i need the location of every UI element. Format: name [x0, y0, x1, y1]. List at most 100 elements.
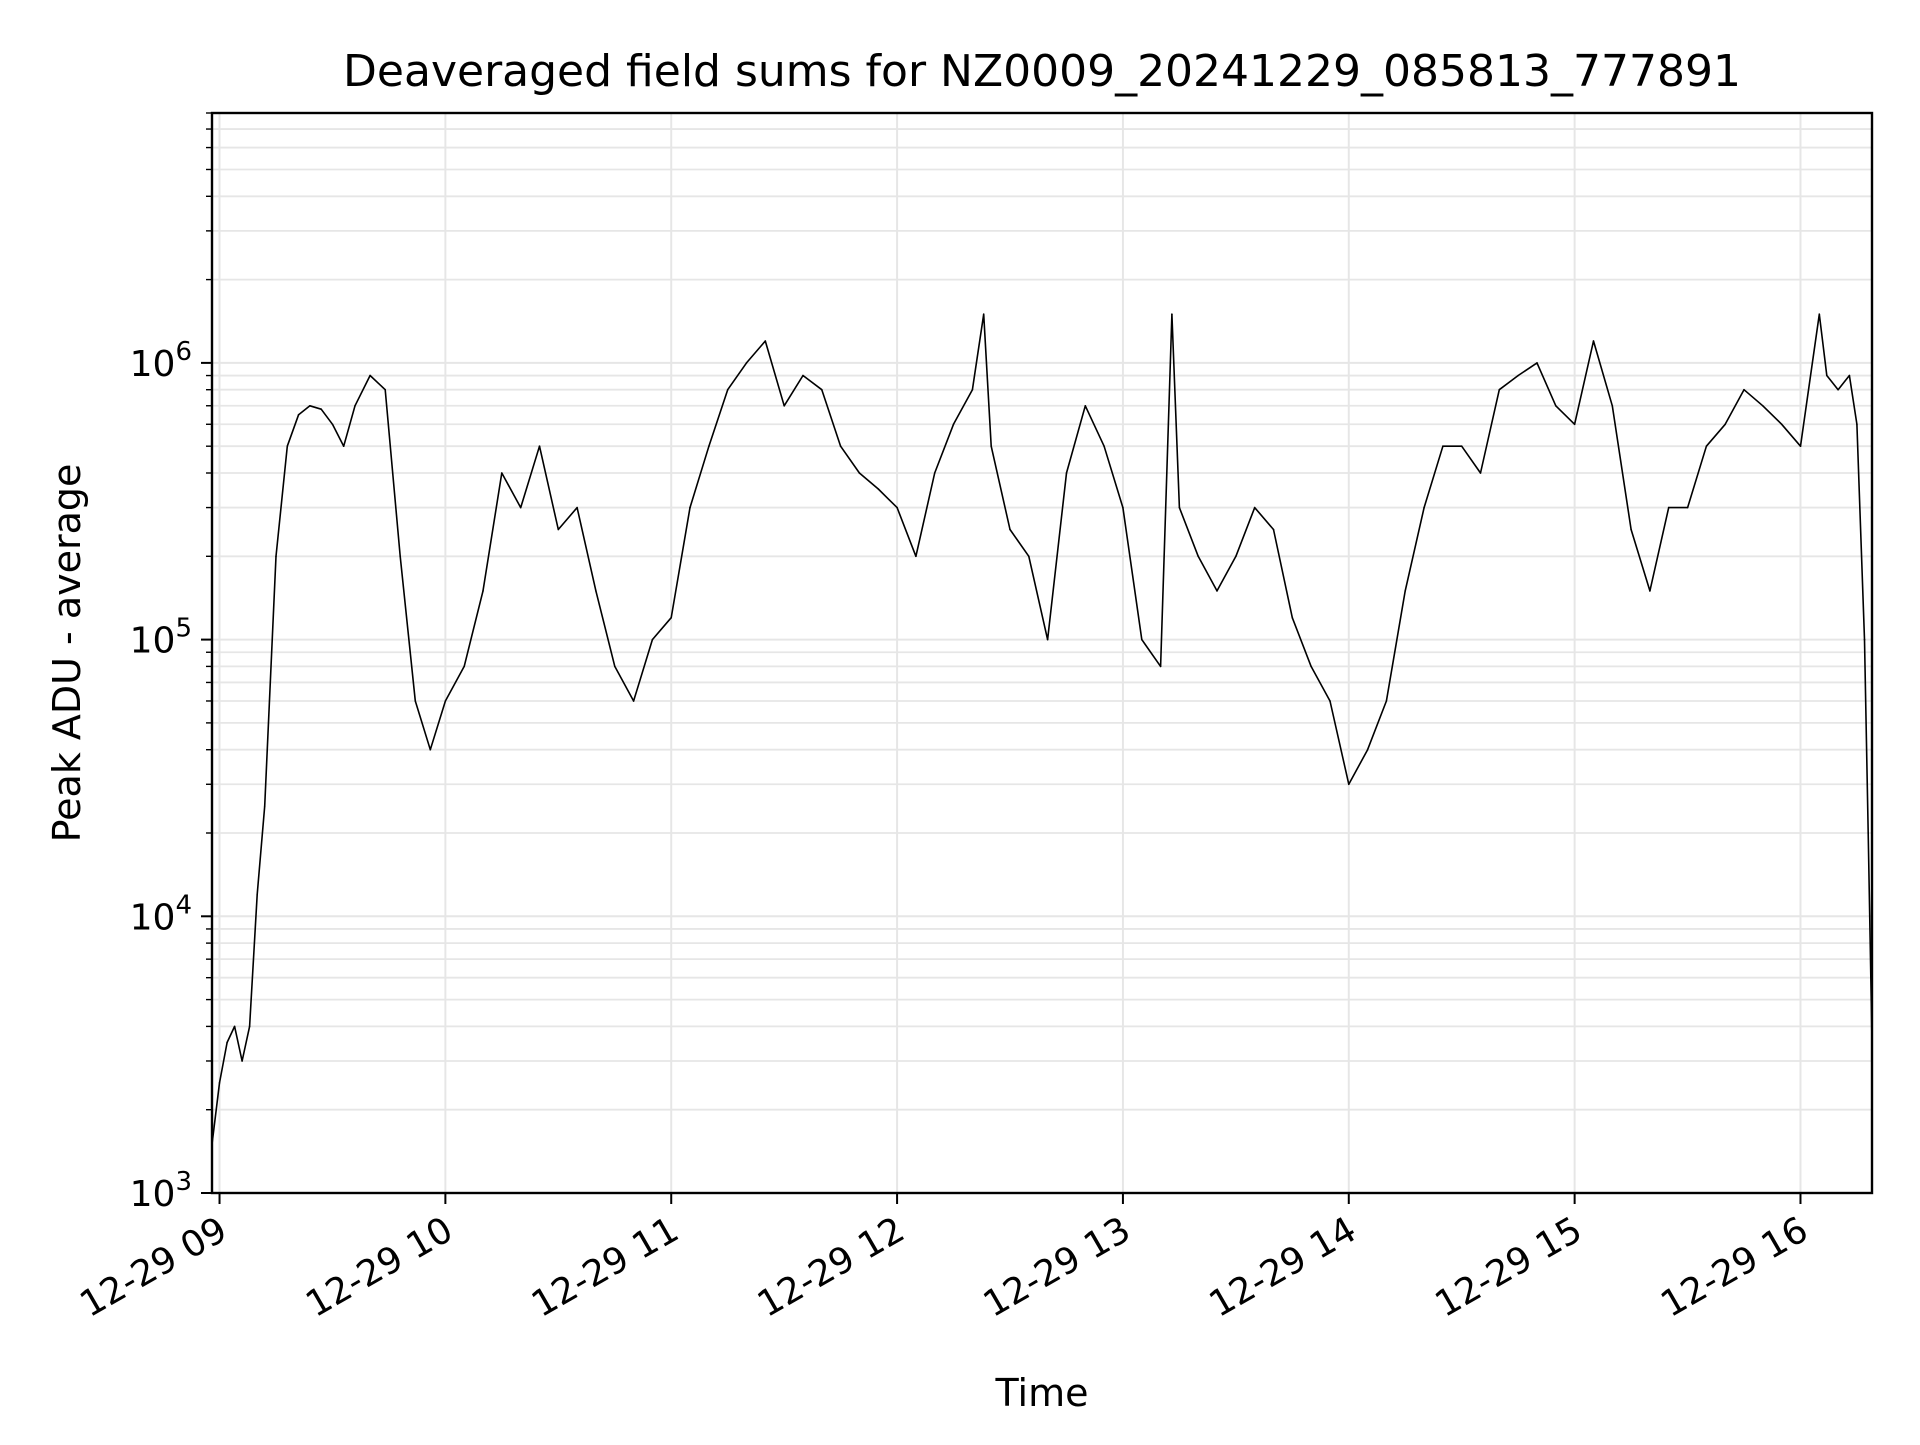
data-point: [1630, 528, 1632, 531]
y-tick-exponent: 4: [175, 890, 192, 920]
plot-frame: [210, 111, 1874, 1195]
data-point: [933, 472, 936, 474]
data-point: [1762, 405, 1764, 407]
data-point: [1171, 313, 1173, 316]
data-point: [1046, 638, 1049, 641]
data-point: [297, 413, 300, 416]
data-point: [444, 700, 447, 702]
data-point: [501, 472, 503, 474]
data-point: [877, 488, 880, 490]
data-point: [1705, 445, 1708, 448]
data-point: [1122, 506, 1124, 509]
data-point: [726, 388, 729, 391]
data-layer: [211, 313, 1873, 1146]
data-point: [226, 1041, 228, 1044]
series-line: [211, 313, 1873, 1145]
data-point: [1348, 783, 1350, 786]
data-point: [399, 555, 402, 558]
data-point: [971, 388, 974, 391]
data-point: [708, 445, 710, 448]
data-point: [482, 590, 484, 592]
data-point: [1799, 445, 1802, 448]
data-point: [1826, 374, 1828, 377]
data-point: [233, 1025, 236, 1028]
y-tick-base: 10: [130, 897, 176, 938]
data-point: [1103, 445, 1105, 448]
data-point: [915, 555, 917, 558]
data-point: [982, 313, 985, 316]
y-tick-base: 10: [130, 621, 176, 662]
data-point: [263, 805, 266, 807]
data-point: [952, 423, 955, 426]
chart-title: Deaveraged field sums for NZ0009_2024122…: [343, 46, 1741, 97]
data-point: [1141, 638, 1143, 641]
data-point: [1178, 506, 1181, 509]
data-point: [1848, 374, 1851, 377]
data-point: [1686, 506, 1689, 509]
data-point: [309, 405, 311, 407]
data-point: [1667, 506, 1670, 509]
data-point: [538, 445, 541, 448]
data-point: [1517, 374, 1519, 377]
data-point: [463, 665, 466, 668]
data-point: [1555, 405, 1557, 407]
data-point: [1253, 506, 1256, 509]
data-point: [248, 1025, 251, 1028]
data-point: [1009, 528, 1011, 531]
data-point: [1498, 388, 1501, 391]
data-point: [519, 506, 522, 509]
y-tick-exponent: 6: [175, 337, 192, 367]
data-point: [614, 665, 616, 668]
data-point: [331, 423, 334, 426]
data-point: [1780, 423, 1783, 426]
data-point: [1837, 388, 1839, 391]
data-point: [1649, 590, 1651, 592]
data-point: [1366, 748, 1369, 751]
data-point: [429, 748, 432, 751]
data-point: [557, 528, 560, 531]
data-point: [839, 445, 842, 448]
y-tick-exponent: 5: [175, 614, 192, 644]
data-point: [1291, 616, 1294, 619]
data-point: [1084, 405, 1087, 407]
data-point: [1592, 340, 1595, 342]
data-point: [990, 445, 992, 448]
data-point: [1423, 506, 1425, 509]
x-axis-label: Time: [995, 1371, 1089, 1415]
data-point: [1310, 665, 1312, 668]
y-tick-base: 10: [130, 344, 176, 385]
data-point: [1442, 445, 1444, 448]
data-point: [1856, 423, 1858, 426]
data-point: [745, 362, 748, 364]
data-point: [1536, 362, 1538, 364]
data-point: [595, 590, 597, 592]
data-point: [802, 374, 804, 377]
data-point: [286, 445, 289, 448]
data-point: [1611, 405, 1614, 407]
data-point: [1216, 590, 1218, 592]
data-point: [1573, 423, 1576, 426]
grid-layer: [212, 112, 1872, 1194]
data-point: [275, 555, 277, 558]
data-point: [1460, 445, 1463, 448]
data-point: [1065, 472, 1068, 474]
data-point: [256, 893, 259, 896]
data-point: [1028, 555, 1030, 558]
data-point: [1197, 555, 1199, 558]
data-point: [369, 374, 371, 377]
data-point: [342, 445, 345, 448]
y-tick-label: 103: [130, 1167, 192, 1215]
data-point: [1863, 638, 1866, 641]
data-point: [1724, 423, 1726, 426]
data-point: [764, 340, 767, 342]
y-tick-label: 106: [130, 337, 192, 385]
data-point: [896, 506, 898, 509]
y-axis-label: Peak ADU - average: [45, 464, 89, 843]
data-point: [1743, 388, 1745, 391]
y-tick-label: 104: [130, 890, 192, 938]
data-point: [320, 408, 323, 411]
data-point: [384, 388, 387, 391]
